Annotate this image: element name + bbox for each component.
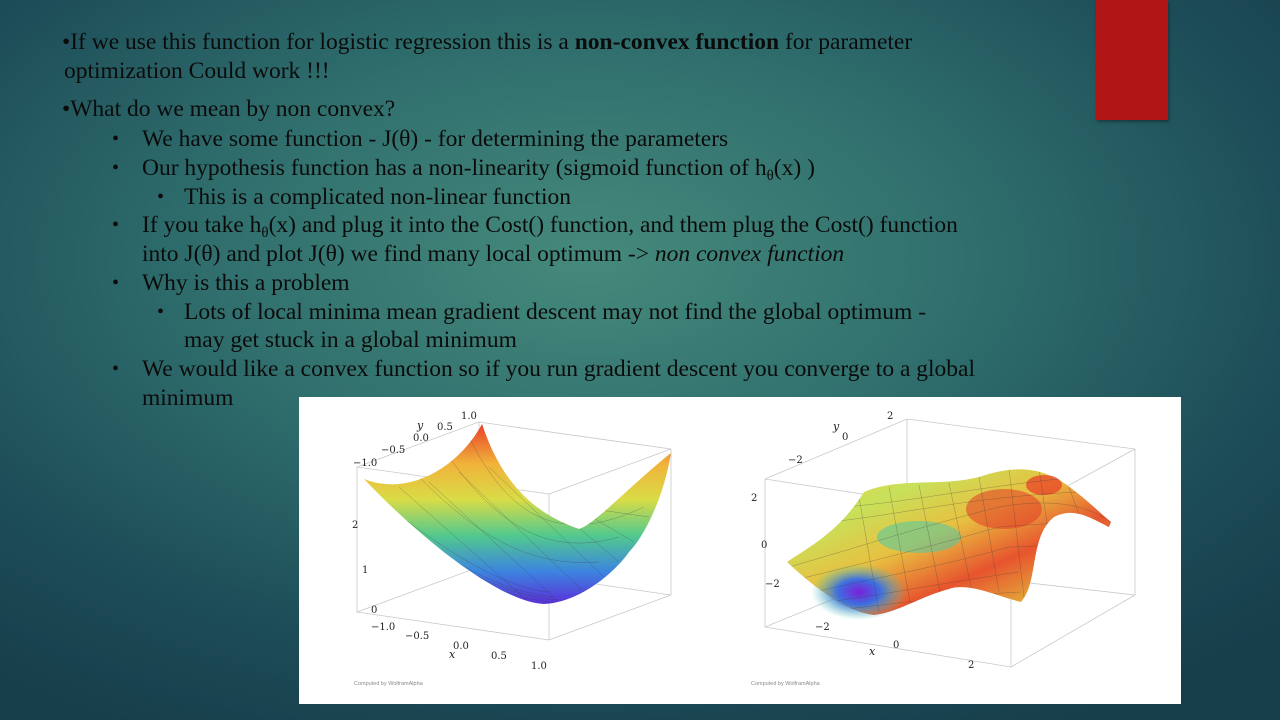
text-run: into J(θ) and plot J(θ) we find many loc…	[142, 241, 655, 267]
italic-term: non convex function	[654, 241, 845, 267]
left-y-tick: −1.0	[353, 458, 377, 469]
right-plot-credit: Computed by WolframAlpha	[751, 681, 821, 687]
bullet-4: Why is this a problem	[142, 270, 350, 296]
right-x-tick: 0	[893, 640, 899, 651]
left-x-tick: −1.0	[371, 622, 395, 633]
right-plot: 2 y 0 −2 2 0 −2 −2 0 x 2 Computed by Wol…	[751, 411, 1136, 687]
left-plot-credit: Computed by WolframAlpha	[354, 681, 424, 687]
bold-term: non-convex function	[574, 29, 780, 55]
left-z-tick: 0	[371, 605, 377, 616]
left-y-tick: −0.5	[381, 445, 405, 456]
bullet-5-line-1: We would like a convex function so if yo…	[142, 356, 975, 382]
text-run: Our hypothesis function has a non-linear…	[142, 155, 767, 181]
surface-plots-figure: y 1.0 0.5 0.0 −0.5 −1.0 2 1 0 −1.0 −0.5 …	[299, 397, 1181, 704]
bullet-1: We have some function - J(θ) - for deter…	[142, 126, 729, 152]
paragraph-1-line-2: optimization Could work !!!	[64, 58, 330, 84]
left-z-tick: 1	[362, 565, 368, 576]
text-run: •If we use this function for logistic re…	[62, 29, 575, 55]
paragraph-1-line-1: •If we use this function for logistic re…	[62, 28, 912, 56]
right-y-tick: 2	[887, 411, 893, 422]
bullet-dot: •	[112, 157, 120, 179]
bullet-dot: •	[112, 272, 120, 294]
left-z-tick: 2	[352, 520, 358, 531]
bullet-dot: •	[112, 358, 120, 380]
text-run: (x) and plug it into the Cost() function…	[268, 212, 958, 238]
left-y-tick: 0.5	[437, 422, 453, 433]
bullet-4-1-line-2: may get stuck in a global minimum	[184, 327, 517, 353]
text-run: If you take h	[142, 212, 262, 238]
left-y-tick: 1.0	[461, 411, 477, 422]
bullet-2: Our hypothesis function has a non-linear…	[142, 154, 815, 184]
text-run: for parameter	[779, 29, 913, 55]
left-y-tick: 0.0	[413, 433, 429, 444]
right-z-tick: 0	[761, 540, 767, 551]
left-x-tick: 1.0	[531, 661, 547, 672]
text-run: (x) )	[773, 155, 815, 181]
right-z-tick: −2	[765, 579, 780, 590]
bullet-4-1-line-1: Lots of local minima mean gradient desce…	[184, 299, 927, 325]
left-x-tick: 0.0	[453, 641, 469, 652]
left-y-axis-label: y	[416, 419, 424, 432]
bullet-dot: •	[112, 214, 120, 236]
bullet-3-line-1: If you take hθ(x) and plug it into the C…	[142, 211, 958, 241]
bullet-5-line-2: minimum	[142, 385, 234, 411]
subscript: θ	[261, 225, 269, 241]
bullet-2-1: This is a complicated non-linear functio…	[184, 184, 571, 210]
right-x-tick: 2	[968, 660, 974, 671]
bullet-dot: •	[157, 301, 165, 323]
right-y-axis-label: y	[832, 420, 840, 433]
bullet-3-line-2: into J(θ) and plot J(θ) we find many loc…	[142, 240, 844, 268]
right-z-tick: 2	[751, 493, 757, 504]
right-x-tick: −2	[815, 622, 830, 633]
right-y-tick: 0	[842, 432, 848, 443]
subscript: θ	[766, 168, 774, 184]
surface-plots-svg: y 1.0 0.5 0.0 −0.5 −1.0 2 1 0 −1.0 −0.5 …	[352, 411, 1136, 687]
bullet-dot: •	[112, 128, 120, 150]
left-x-axis-label: x	[449, 648, 456, 661]
paragraph-2: •What do we mean by non convex?	[62, 96, 396, 122]
right-x-axis-label: x	[869, 645, 876, 658]
accent-bar	[1096, 0, 1168, 120]
left-x-tick: 0.5	[491, 651, 507, 662]
right-y-tick: −2	[788, 455, 803, 466]
left-plot: y 1.0 0.5 0.0 −0.5 −1.0 2 1 0 −1.0 −0.5 …	[352, 411, 672, 687]
bullet-dot: •	[157, 186, 165, 208]
left-x-tick: −0.5	[405, 631, 429, 642]
